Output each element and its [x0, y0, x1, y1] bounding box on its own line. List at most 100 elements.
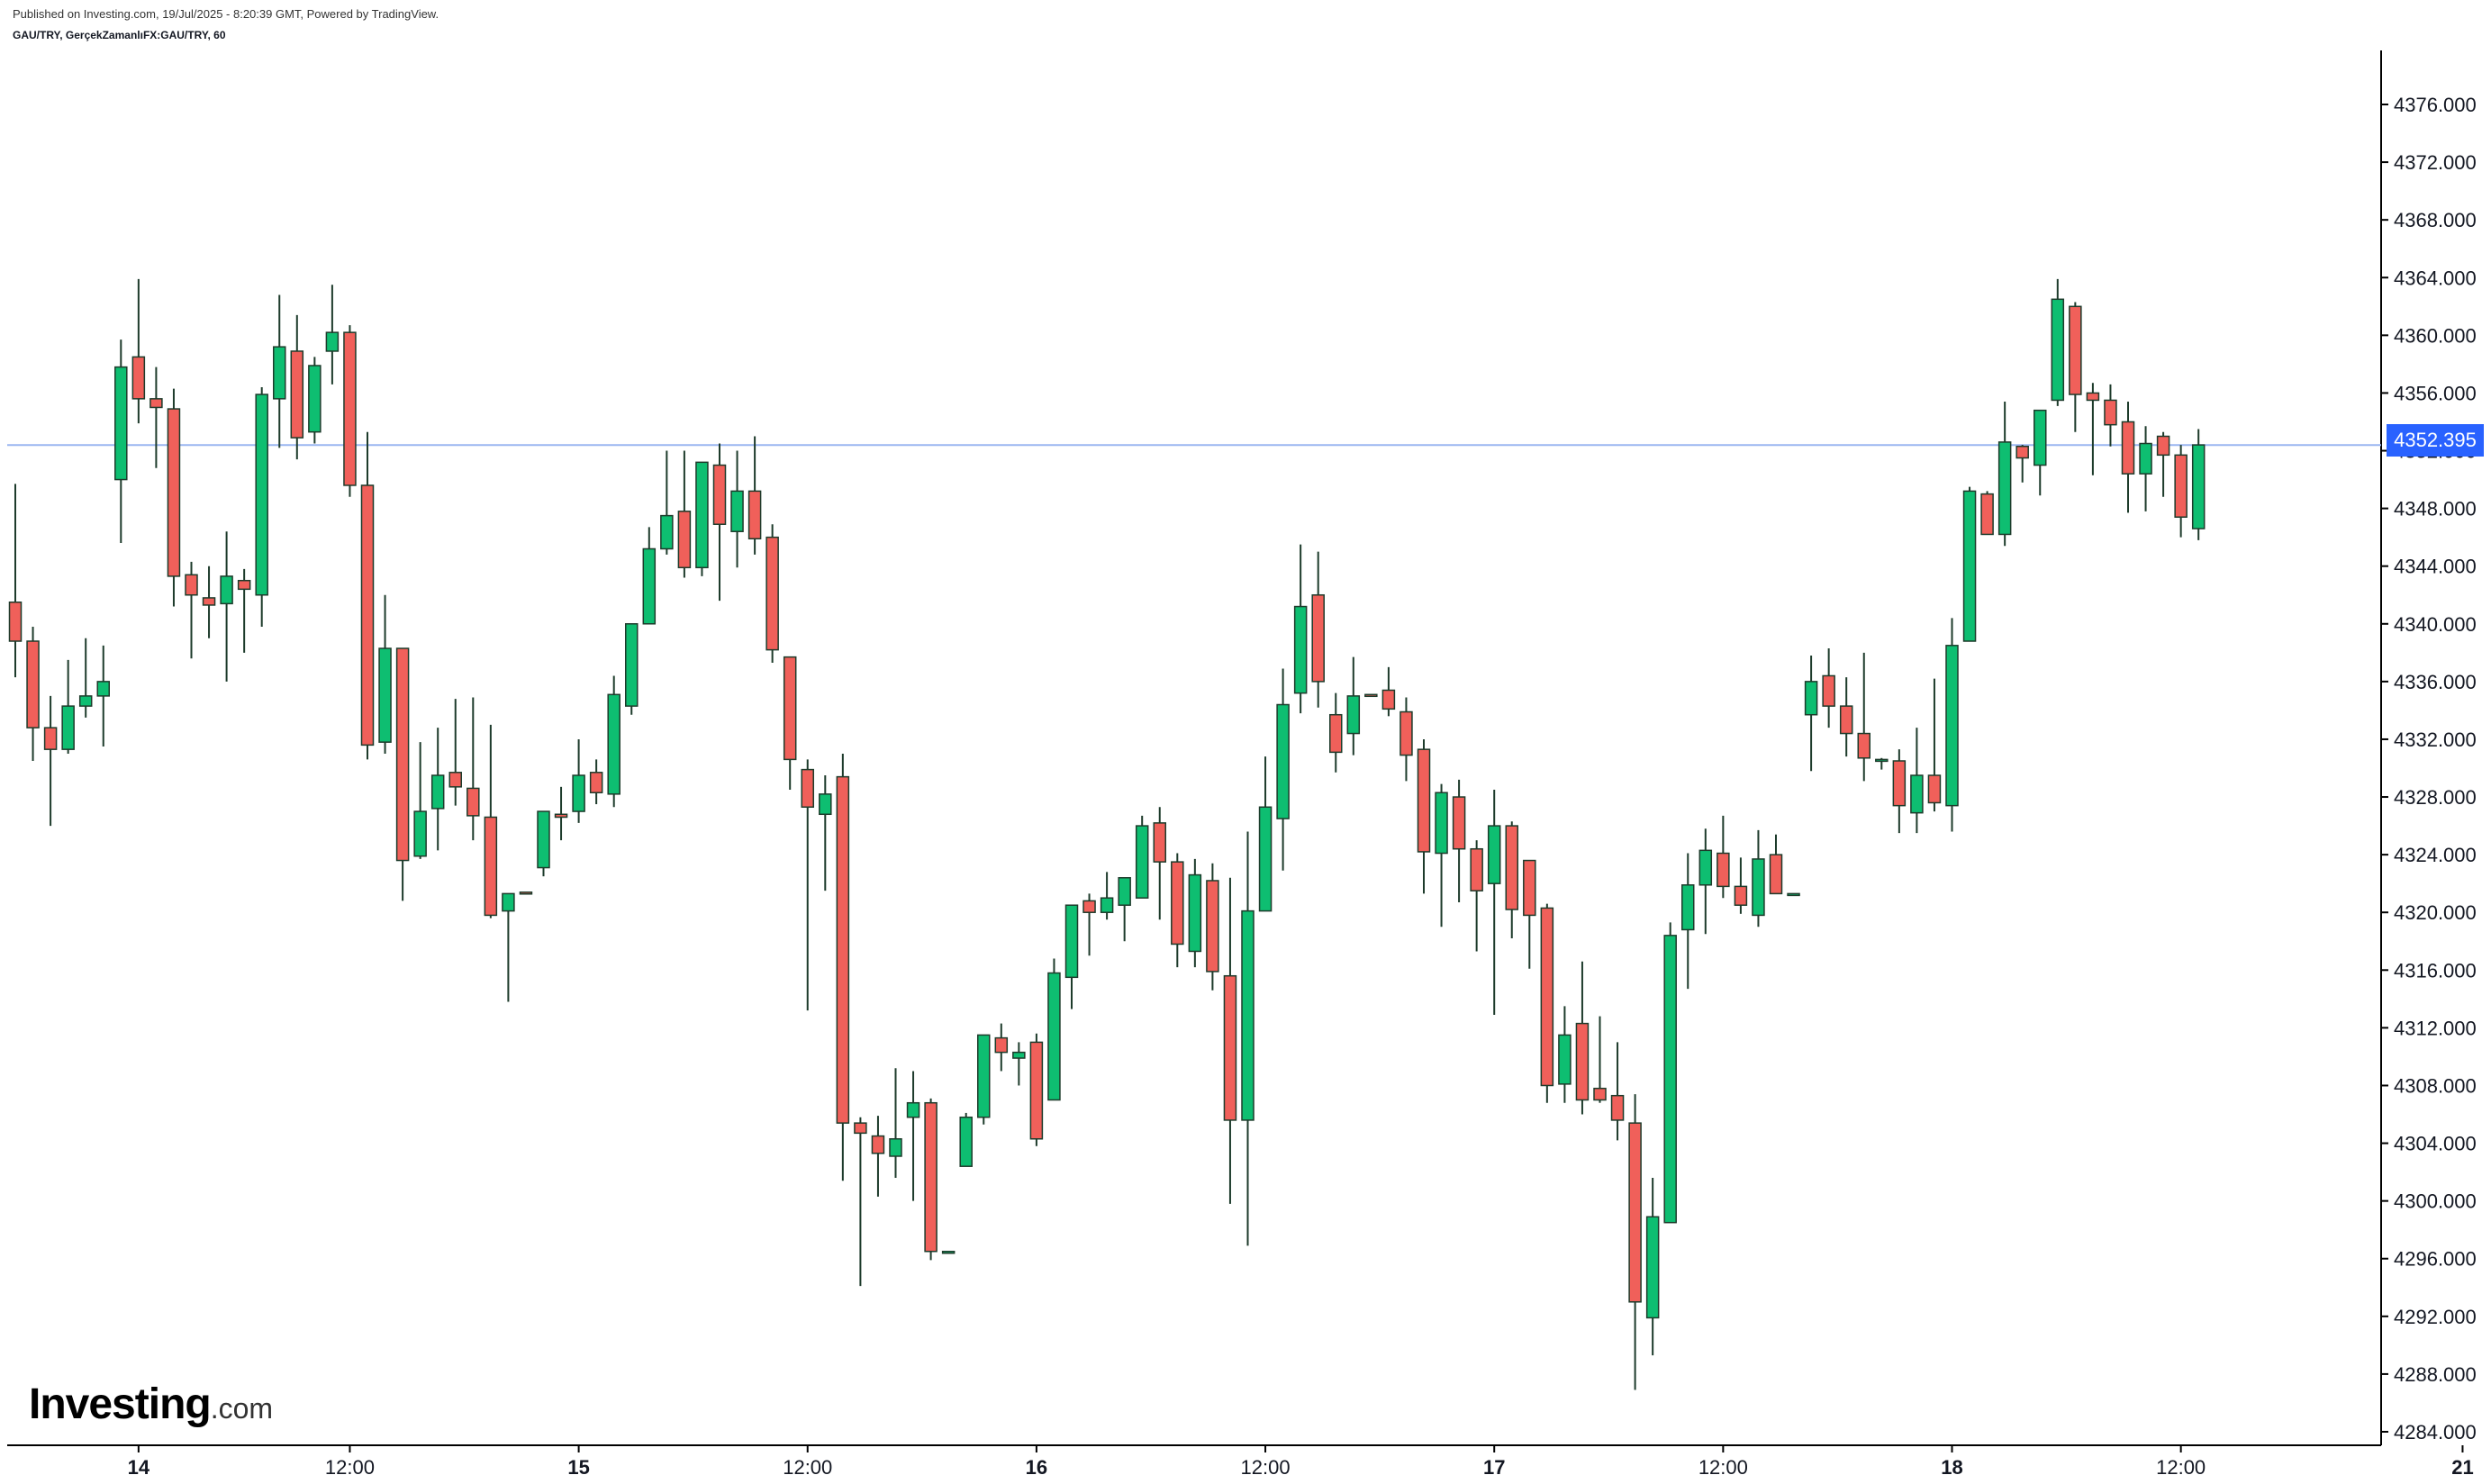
y-tick-label: 4292.000	[2394, 1306, 2477, 1328]
candle	[26, 626, 40, 761]
candle-body	[290, 350, 304, 439]
candle	[1962, 486, 1977, 642]
candle-body	[1558, 1034, 1572, 1085]
x-tick-label: 16	[1026, 1456, 1047, 1479]
candle-body	[1470, 847, 1483, 891]
candle-body	[1206, 880, 1219, 973]
candle-body	[131, 356, 146, 400]
candle	[131, 278, 146, 424]
candle-body	[2191, 444, 2206, 529]
candle	[924, 1098, 938, 1261]
candle-body	[801, 768, 814, 809]
candle	[889, 1068, 902, 1179]
candle-body	[1381, 689, 1396, 710]
candle-body	[1610, 1094, 1625, 1121]
candle-body	[1311, 593, 1325, 683]
candle-body	[2174, 454, 2188, 518]
candle	[290, 314, 304, 460]
candle	[2139, 426, 2152, 511]
candle	[1752, 829, 1765, 928]
candle-body	[642, 547, 657, 625]
candle-body	[854, 1122, 867, 1135]
candle-body	[43, 727, 58, 750]
candle	[1505, 821, 1518, 939]
candle	[149, 366, 163, 468]
candle-body	[994, 1036, 1009, 1054]
candle	[589, 759, 603, 805]
candle-body	[2104, 399, 2117, 426]
candle	[1839, 677, 1853, 757]
candle	[854, 1117, 867, 1287]
candle-body	[1012, 1051, 1026, 1059]
candle	[96, 645, 110, 747]
candle-body	[1787, 892, 1800, 897]
candle	[395, 647, 410, 901]
candle	[801, 759, 814, 1011]
candle	[43, 695, 58, 827]
candle	[1663, 922, 1677, 1224]
candle-body	[1997, 441, 2012, 536]
candle	[1628, 1094, 1642, 1390]
candle-body	[695, 461, 709, 569]
candle	[1223, 877, 1237, 1204]
candle	[994, 1023, 1009, 1072]
candle	[642, 527, 657, 625]
candle	[1593, 1016, 1607, 1103]
candle	[1435, 783, 1448, 928]
candle	[255, 387, 268, 627]
y-tick-label: 4320.000	[2394, 901, 2477, 924]
candle	[1012, 1042, 1026, 1086]
candle	[448, 699, 462, 806]
candle	[1734, 857, 1748, 914]
candle-body	[413, 810, 427, 857]
candle	[237, 568, 251, 653]
candle	[1135, 815, 1149, 899]
candle-body	[1399, 710, 1413, 756]
candle-body	[1717, 852, 1730, 888]
candle	[1241, 831, 1255, 1246]
candle-body	[2121, 421, 2135, 475]
candle-body	[1945, 645, 1959, 807]
candle	[1787, 892, 1800, 897]
candle	[1997, 402, 2012, 547]
candle-body	[1839, 705, 1853, 735]
candle-body	[1082, 900, 1096, 913]
candle-body	[906, 1101, 920, 1118]
candle	[2104, 384, 2117, 447]
candle-body	[1910, 774, 1924, 814]
candle	[1769, 834, 1783, 895]
x-tick-label: 12:00	[783, 1456, 832, 1479]
candle-body	[2156, 435, 2170, 457]
candle-body	[924, 1101, 938, 1253]
candle	[906, 1071, 920, 1201]
candle-body	[977, 1034, 991, 1118]
candle-body	[237, 579, 251, 591]
candle-body	[1047, 972, 1061, 1101]
candle	[836, 753, 850, 1181]
candle-body	[712, 464, 727, 525]
candle	[1206, 863, 1219, 991]
candles-layer	[8, 278, 2206, 1390]
candle-body	[1223, 974, 1237, 1121]
candle-body	[2139, 442, 2152, 475]
candle	[2156, 431, 2170, 497]
candle-body	[502, 892, 515, 912]
candle-body	[1540, 907, 1554, 1087]
candle	[519, 891, 533, 895]
candle-body	[484, 816, 498, 917]
candle-body	[677, 511, 692, 569]
candle-body	[1452, 796, 1466, 850]
candle	[413, 742, 427, 859]
candle	[325, 285, 340, 385]
candle	[1470, 840, 1483, 952]
y-tick-label: 4368.000	[2394, 209, 2477, 231]
current-price-badge: 4352.395	[2387, 424, 2484, 457]
candle-body	[572, 774, 585, 812]
candle	[1540, 903, 1554, 1103]
candle-body	[1628, 1122, 1642, 1303]
candle	[8, 484, 23, 678]
candle	[554, 786, 568, 841]
candle	[185, 561, 198, 659]
candle	[747, 436, 762, 555]
